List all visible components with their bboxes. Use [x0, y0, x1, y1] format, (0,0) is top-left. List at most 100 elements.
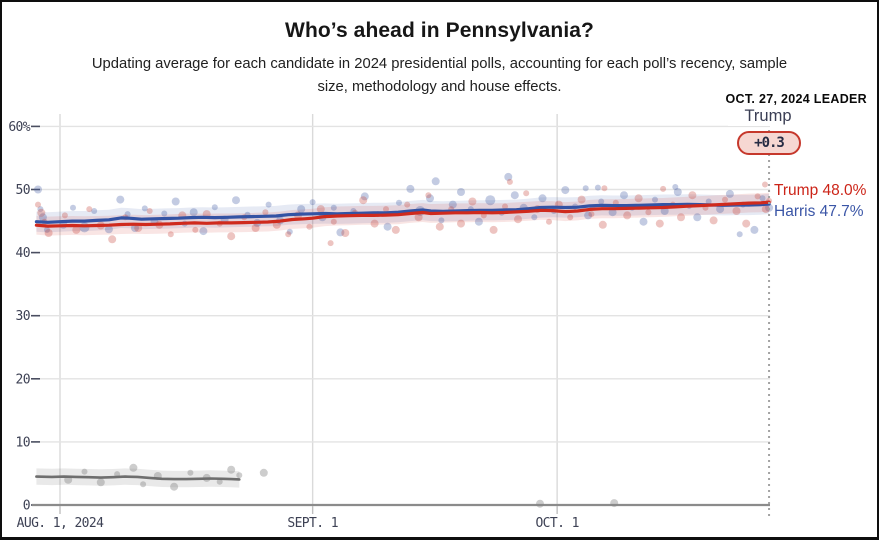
- poll-dot[interactable]: [108, 235, 117, 244]
- poll-dot[interactable]: [546, 218, 552, 225]
- poll-dot[interactable]: [396, 199, 402, 206]
- poll-dot[interactable]: [677, 213, 685, 222]
- poll-dot[interactable]: [216, 478, 223, 485]
- poll-dot[interactable]: [37, 208, 46, 217]
- poll-dot[interactable]: [673, 188, 682, 196]
- poll-dot[interactable]: [502, 203, 508, 210]
- poll-dot[interactable]: [360, 192, 369, 201]
- poll-dot[interactable]: [61, 212, 68, 219]
- poll-dot[interactable]: [660, 185, 667, 192]
- poll-dot[interactable]: [474, 217, 483, 226]
- poll-dot[interactable]: [34, 185, 42, 194]
- poll-dot[interactable]: [588, 211, 595, 218]
- poll-dot[interactable]: [146, 208, 153, 214]
- harris-poll-dots[interactable]: [34, 172, 774, 238]
- poll-dot[interactable]: [91, 208, 98, 214]
- poll-dot[interactable]: [171, 197, 180, 206]
- poll-dot[interactable]: [623, 211, 632, 220]
- poll-dot[interactable]: [114, 471, 121, 478]
- poll-dot[interactable]: [688, 191, 697, 200]
- poll-dot[interactable]: [330, 204, 337, 211]
- poll-dot[interactable]: [383, 206, 389, 213]
- poll-dot[interactable]: [594, 184, 601, 191]
- poll-dot[interactable]: [232, 196, 240, 205]
- poll-dot[interactable]: [504, 172, 513, 181]
- poll-dot[interactable]: [167, 231, 174, 238]
- poll-dot[interactable]: [722, 196, 728, 203]
- poll-dot[interactable]: [693, 213, 702, 222]
- poll-dot[interactable]: [124, 211, 131, 218]
- poll-dot[interactable]: [141, 205, 148, 212]
- poll-dot[interactable]: [265, 201, 272, 208]
- poll-dot[interactable]: [506, 178, 513, 185]
- poll-dot[interactable]: [199, 227, 208, 236]
- poll-dot[interactable]: [306, 223, 313, 230]
- poll-dot[interactable]: [514, 215, 522, 224]
- poll-dot[interactable]: [359, 196, 368, 205]
- poll-dot[interactable]: [81, 468, 88, 475]
- poll-dot[interactable]: [140, 481, 147, 488]
- poll-dot[interactable]: [116, 195, 125, 204]
- poll-dot[interactable]: [309, 199, 316, 206]
- poll-dot[interactable]: [598, 198, 605, 205]
- poll-dot[interactable]: [468, 197, 477, 206]
- poll-dot[interactable]: [610, 499, 619, 508]
- poll-dot[interactable]: [383, 222, 392, 231]
- poll-dot[interactable]: [70, 204, 76, 211]
- poll-dot[interactable]: [391, 225, 400, 234]
- poll-dot[interactable]: [259, 468, 268, 477]
- poll-dot[interactable]: [762, 181, 768, 188]
- poll-dot[interactable]: [79, 222, 90, 233]
- poll-dot[interactable]: [448, 200, 457, 209]
- poll-dot[interactable]: [761, 205, 770, 214]
- poll-dot[interactable]: [327, 240, 334, 247]
- poll-dot[interactable]: [598, 220, 607, 229]
- poll-dot[interactable]: [655, 219, 664, 228]
- poll-dot[interactable]: [582, 185, 589, 192]
- poll-dot[interactable]: [316, 205, 325, 214]
- poll-dot[interactable]: [577, 195, 586, 204]
- poll-dot[interactable]: [35, 201, 41, 208]
- poll-dot[interactable]: [510, 191, 519, 200]
- poll-dot[interactable]: [584, 211, 593, 220]
- poll-dot[interactable]: [37, 206, 44, 213]
- poll-dot[interactable]: [227, 232, 236, 241]
- poll-dot[interactable]: [262, 209, 269, 216]
- poll-dot[interactable]: [750, 225, 759, 234]
- poll-dot[interactable]: [732, 207, 741, 215]
- poll-dot[interactable]: [370, 219, 379, 228]
- poll-dot[interactable]: [44, 229, 53, 237]
- poll-dot[interactable]: [457, 188, 465, 196]
- poll-dot[interactable]: [561, 186, 570, 195]
- poll-dot[interactable]: [285, 231, 292, 238]
- poll-dot[interactable]: [227, 465, 236, 474]
- poll-dot[interactable]: [438, 217, 445, 224]
- poll-dot[interactable]: [426, 194, 434, 203]
- poll-dot[interactable]: [286, 228, 293, 235]
- poll-dot[interactable]: [104, 225, 113, 234]
- poll-dot[interactable]: [189, 208, 198, 217]
- poll-dot[interactable]: [297, 205, 306, 214]
- poll-dot[interactable]: [236, 472, 243, 479]
- poll-dot[interactable]: [251, 224, 260, 232]
- poll-dot[interactable]: [414, 213, 423, 222]
- poll-dot[interactable]: [435, 222, 444, 231]
- poll-dot[interactable]: [639, 217, 648, 226]
- poll-dot[interactable]: [620, 191, 628, 200]
- poll-dot[interactable]: [131, 224, 139, 232]
- poll-dot[interactable]: [96, 478, 105, 487]
- poll-dot[interactable]: [170, 482, 179, 491]
- poll-dot[interactable]: [485, 195, 496, 206]
- poll-dot[interactable]: [709, 216, 718, 225]
- poll-dot[interactable]: [341, 229, 350, 237]
- poll-dot[interactable]: [161, 210, 168, 217]
- poll-dot[interactable]: [765, 203, 774, 212]
- poll-dot[interactable]: [759, 195, 766, 202]
- poll-dot[interactable]: [406, 184, 415, 193]
- poll-dot[interactable]: [86, 206, 93, 213]
- poll-dot[interactable]: [601, 185, 608, 192]
- poll-dot[interactable]: [187, 469, 194, 476]
- poll-dot[interactable]: [44, 226, 50, 233]
- poll-dot[interactable]: [192, 226, 199, 233]
- poll-dot[interactable]: [645, 209, 652, 216]
